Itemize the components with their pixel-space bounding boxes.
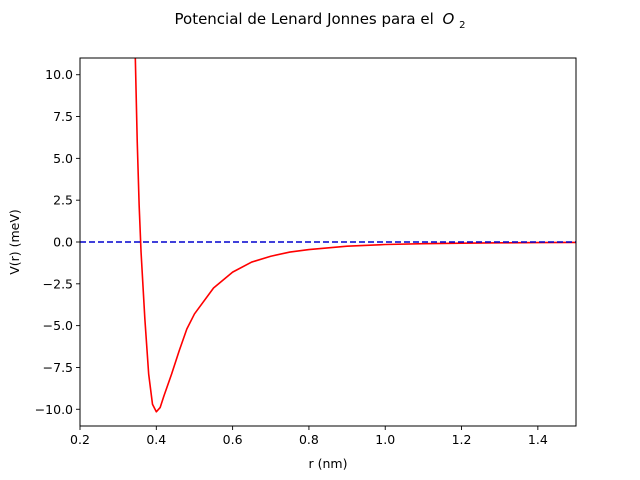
chart-title: Potencial de Lenard Jonnes para el O 2	[175, 10, 466, 31]
y-tick-label: 10.0	[45, 67, 73, 82]
y-axis-label: V(r) (meV)	[7, 209, 22, 275]
y-tick-label: −10.0	[35, 402, 73, 417]
x-tick-label: 1.2	[452, 432, 472, 447]
y-tick-label: −2.5	[43, 276, 73, 291]
y-axis-ticks: 10.0 7.5 5.0 2.5 0.0 −2.5 −5.0 −7.5 −10.0	[35, 67, 80, 417]
x-tick-label: 0.2	[70, 432, 90, 447]
y-tick-label: 2.5	[53, 193, 73, 208]
x-tick-label: 0.4	[146, 432, 166, 447]
series-layer	[80, 58, 576, 413]
y-tick-label: 0.0	[53, 235, 73, 250]
x-tick-label: 0.8	[299, 432, 319, 447]
x-tick-label: 1.0	[375, 432, 395, 447]
chart-title-math-subscript: 2	[459, 20, 465, 31]
potential-curve	[134, 58, 576, 413]
x-axis-label: r (nm)	[309, 456, 348, 471]
chart-title-math-base: O	[443, 10, 455, 28]
x-axis-ticks: 0.2 0.4 0.6 0.8 1.0 1.2 1.4	[70, 426, 548, 447]
x-tick-label: 1.4	[528, 432, 548, 447]
chart-title-text: Potencial de Lenard Jonnes para el	[175, 10, 434, 28]
y-tick-label: 7.5	[53, 109, 73, 124]
y-tick-label: −7.5	[43, 360, 73, 375]
y-tick-label: 5.0	[53, 151, 73, 166]
x-tick-label: 0.6	[223, 432, 243, 447]
y-tick-label: −5.0	[43, 318, 73, 333]
